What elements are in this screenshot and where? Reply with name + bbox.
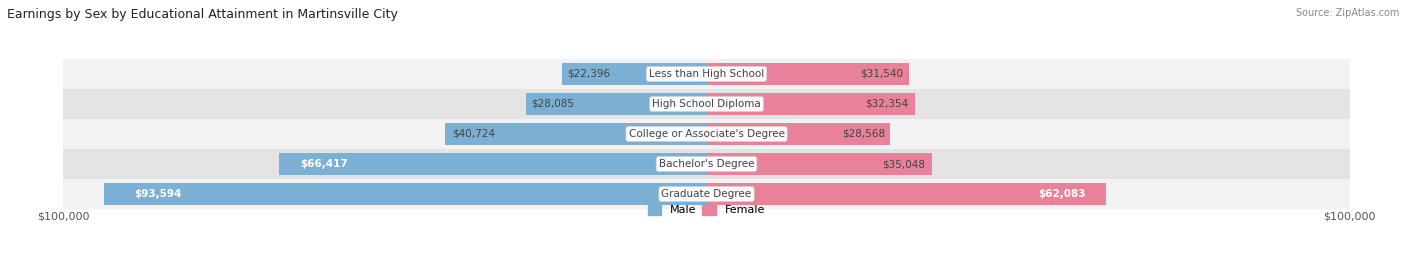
Text: Source: ZipAtlas.com: Source: ZipAtlas.com [1295, 8, 1399, 18]
Text: $28,085: $28,085 [531, 99, 574, 109]
Bar [707, 153, 932, 175]
Bar [63, 59, 1350, 89]
Bar [562, 63, 707, 85]
Bar [707, 63, 910, 85]
Bar [63, 179, 1350, 209]
Text: Earnings by Sex by Educational Attainment in Martinsville City: Earnings by Sex by Educational Attainmen… [7, 8, 398, 21]
Text: High School Diploma: High School Diploma [652, 99, 761, 109]
Text: $32,354: $32,354 [865, 99, 908, 109]
Bar [280, 153, 707, 175]
Text: Graduate Degree: Graduate Degree [661, 189, 752, 199]
Bar [526, 93, 707, 115]
Text: $93,594: $93,594 [135, 189, 181, 199]
Bar [63, 119, 1350, 149]
Bar [63, 89, 1350, 119]
Text: $40,724: $40,724 [453, 129, 495, 139]
Text: $35,048: $35,048 [882, 159, 925, 169]
Legend: Male, Female: Male, Female [648, 205, 765, 215]
Bar [63, 149, 1350, 179]
Text: Less than High School: Less than High School [650, 69, 763, 79]
Text: $62,083: $62,083 [1039, 189, 1085, 199]
Text: Bachelor's Degree: Bachelor's Degree [659, 159, 754, 169]
Text: $28,568: $28,568 [842, 129, 884, 139]
Bar [707, 123, 890, 145]
Text: $31,540: $31,540 [860, 69, 903, 79]
Text: $66,417: $66,417 [301, 159, 349, 169]
Text: College or Associate's Degree: College or Associate's Degree [628, 129, 785, 139]
Bar [104, 183, 707, 205]
Text: $22,396: $22,396 [567, 69, 610, 79]
Bar [444, 123, 707, 145]
Bar [707, 183, 1107, 205]
Bar [707, 93, 915, 115]
